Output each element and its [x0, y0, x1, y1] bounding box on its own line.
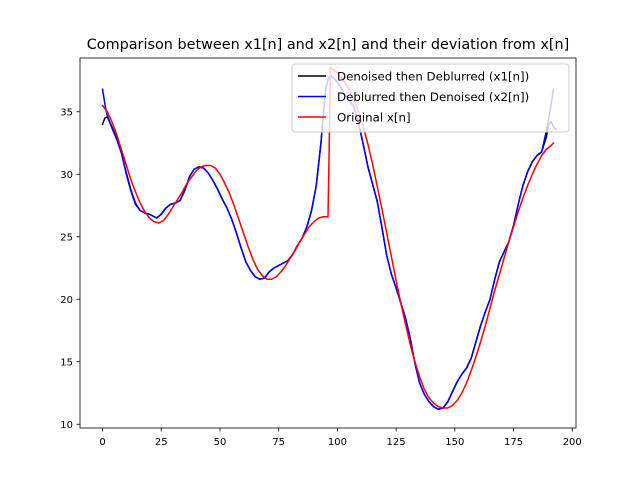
y-tick-label: 25 [60, 232, 73, 243]
y-axis: 10 15 20 25 30 35 [60, 107, 80, 431]
x-tick-label: 100 [328, 437, 347, 448]
x-tick-label: 25 [155, 437, 168, 448]
legend-label-1: Denoised then Deblurred (x1[n]) [337, 70, 529, 84]
x-tick-label: 150 [445, 437, 464, 448]
legend-label-2: Deblurred then Denoised (x2[n]) [337, 90, 529, 104]
series-line-3 [101, 67, 555, 409]
legend-label-3: Original x[n] [337, 111, 411, 125]
x-tick-label: 0 [99, 437, 105, 448]
chart-title: Comparison between x1[n] and x2[n] and t… [87, 37, 570, 53]
x-tick-label: 50 [214, 437, 227, 448]
x-tick-label: 125 [387, 437, 406, 448]
x-tick-label: 200 [563, 437, 582, 448]
x-tick-label: 75 [272, 437, 285, 448]
y-tick-label: 15 [60, 357, 73, 368]
x-axis: 0 25 50 75 100 125 150 175 200 [99, 428, 582, 448]
legend-frame [291, 63, 570, 133]
y-tick-label: 20 [60, 295, 73, 306]
legend: Denoised then Deblurred (x1[n]) Deblurred… [291, 63, 570, 133]
y-tick-label: 35 [60, 107, 73, 118]
plot-frame [79, 57, 577, 429]
y-tick-label: 10 [60, 420, 73, 431]
y-tick-label: 30 [60, 170, 73, 181]
x-tick-label: 175 [504, 437, 523, 448]
